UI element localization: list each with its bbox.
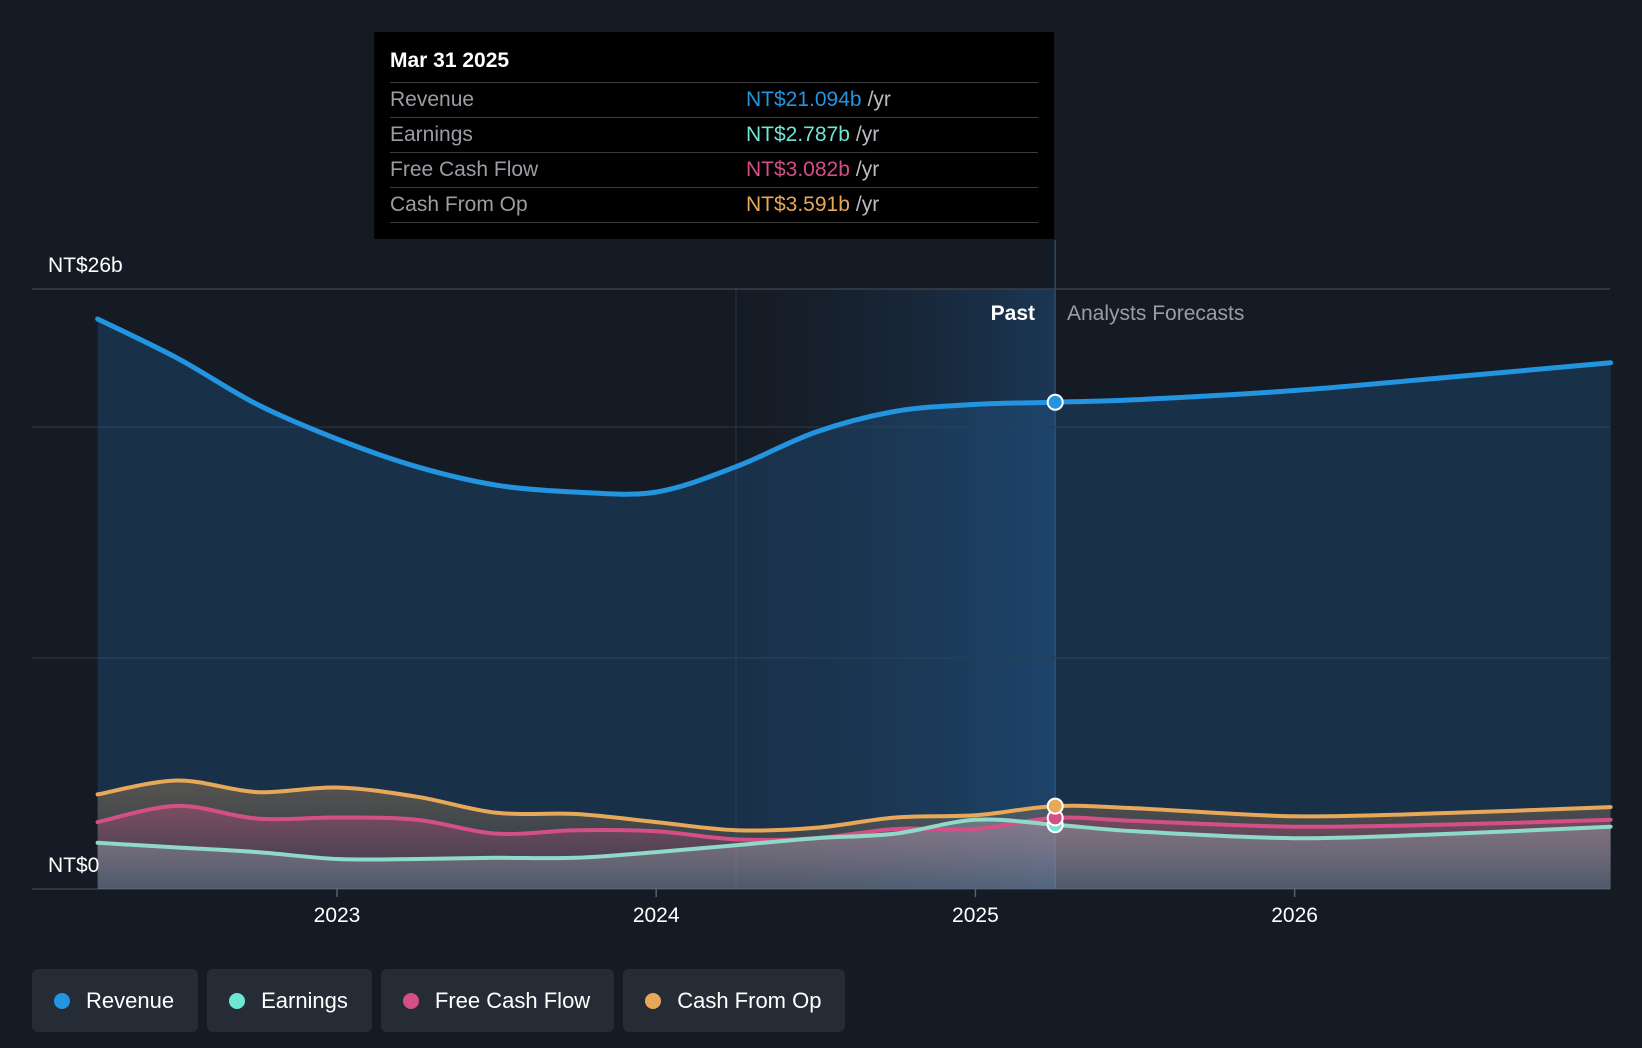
legend: Revenue Earnings Free Cash Flow Cash From O…	[32, 969, 846, 1032]
tooltip-value-unit: /yr	[855, 158, 880, 181]
past-label: Past	[991, 302, 1035, 325]
tooltip-row-value: NT$2.787b/yr	[746, 118, 879, 152]
line-cfo	[95, 778, 1613, 833]
legend-dot-icon	[229, 992, 246, 1009]
x-tick-label-2025: 2025	[952, 904, 999, 927]
area-revenue	[97, 319, 1611, 889]
forecast-label: Analysts Forecasts	[1067, 302, 1244, 325]
tooltip-row-label: Cash From Op	[390, 193, 528, 216]
legend-label: Earnings	[261, 987, 348, 1013]
tooltip-row-cash-from-op: Cash From Op NT$3.591b/yr	[390, 187, 1038, 223]
line-revenue	[95, 316, 1614, 497]
tooltip-value-number: NT$3.082b	[746, 158, 850, 181]
tooltip-row-value: NT$3.591b/yr	[746, 188, 879, 222]
legend-dot-icon	[645, 992, 662, 1009]
tooltip-value-number: NT$2.787b	[746, 123, 850, 146]
line-fcf	[95, 803, 1613, 842]
tooltip-value-number: NT$3.591b	[746, 193, 850, 216]
legend-label: Revenue	[86, 987, 175, 1013]
tooltip-row-value: NT$3.082b/yr	[746, 153, 879, 187]
y-axis-top-label: NT$26b	[48, 254, 123, 277]
tooltip-row-revenue: Revenue NT$21.094b/yr	[390, 82, 1038, 117]
tooltip-row-earnings: Earnings NT$2.787b/yr	[390, 117, 1038, 152]
tooltip-value-number: NT$21.094b	[746, 88, 862, 111]
tooltip-row-label: Free Cash Flow	[390, 158, 539, 181]
past-highlight-band	[736, 289, 1056, 889]
legend-item-revenue[interactable]: Revenue	[32, 969, 199, 1032]
tooltip-value-unit: /yr	[855, 123, 880, 146]
marker-revenue[interactable]	[1046, 393, 1064, 411]
tooltip-row-free-cash-flow: Free Cash Flow NT$3.082b/yr	[390, 152, 1038, 187]
legend-dot-icon	[402, 992, 419, 1009]
x-tick-label-2023: 2023	[314, 904, 361, 927]
legend-item-cash-from-op[interactable]: Cash From Op	[623, 969, 846, 1032]
y-axis-bottom-label: NT$0	[48, 854, 99, 877]
legend-label: Free Cash Flow	[434, 987, 591, 1013]
tooltip-value-unit: /yr	[867, 88, 891, 111]
legend-item-earnings[interactable]: Earnings	[207, 969, 372, 1032]
tooltip-row-label: Revenue	[390, 88, 475, 111]
tooltip-date: Mar 31 2025	[390, 49, 510, 72]
legend-item-free-cash-flow[interactable]: Free Cash Flow	[380, 969, 615, 1032]
x-tick-label-2024: 2024	[633, 904, 680, 927]
tooltip-value-unit: /yr	[855, 193, 880, 216]
x-tick-label-2026: 2026	[1271, 904, 1318, 927]
tooltip: Mar 31 2025 Revenue NT$21.094b/yr Earnings…	[374, 32, 1054, 239]
legend-label: Cash From Op	[677, 987, 822, 1013]
marker-cfo[interactable]	[1046, 797, 1064, 815]
legend-dot-icon	[54, 992, 70, 1009]
line-earnings	[95, 817, 1613, 862]
tooltip-row-value: NT$21.094b/yr	[746, 83, 891, 117]
tooltip-row-label: Earnings	[390, 123, 473, 146]
